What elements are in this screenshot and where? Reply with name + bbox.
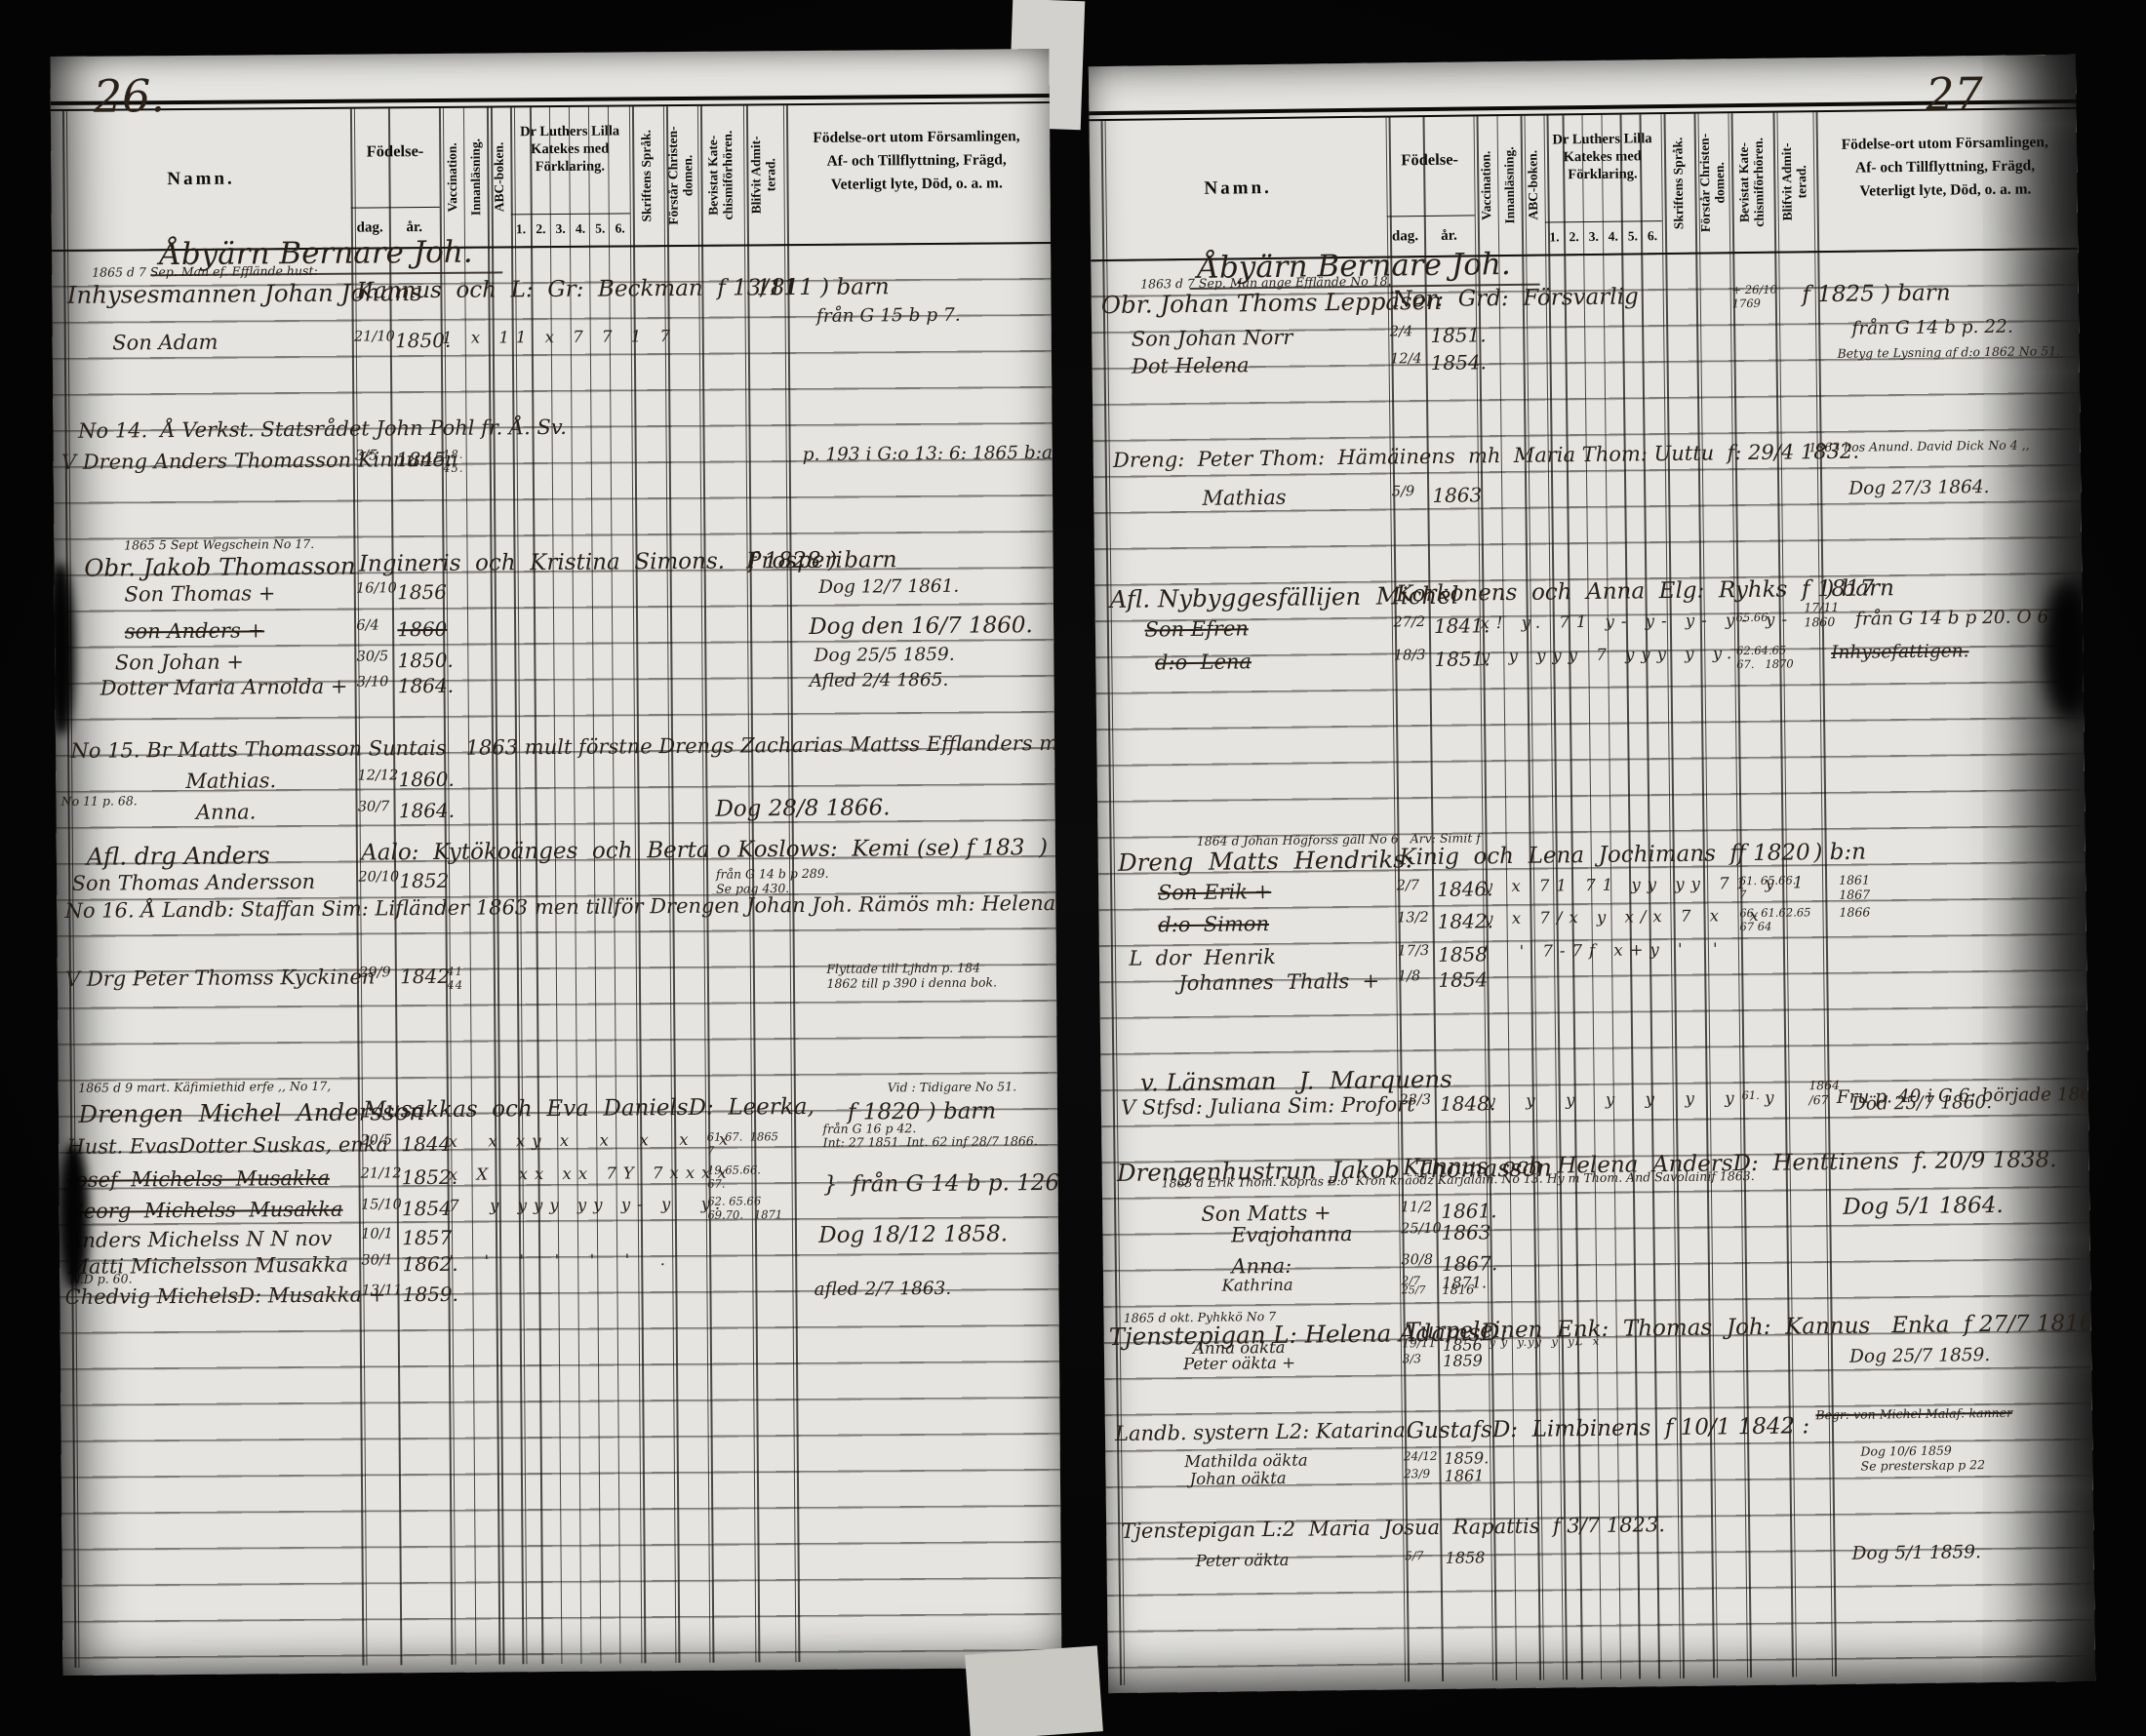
katekes-col-3: 3. <box>555 220 566 236</box>
fodelse-subheader: dag. år. <box>1386 215 1475 256</box>
column-forstar: Förstår Christen- domen. <box>663 106 698 245</box>
katekes-col-5: 5. <box>1627 228 1639 244</box>
column-bevistat: Bevistat Kate- chismiförhören. <box>1728 113 1774 253</box>
table-header: Namn. Födelse- dag. år. Vaccination. Inn… <box>50 103 1052 253</box>
column-katekes: Dr Luthers Lilla Katekes med Förklaring.… <box>1543 114 1663 255</box>
column-header-abc-boken: ABC-boken. <box>1525 149 1541 220</box>
column-skriftens-sprak: Skriftens Språk. <box>1660 114 1695 253</box>
page-number-right: 27 <box>1925 67 1984 121</box>
column-header-ar: år. <box>1441 227 1457 244</box>
column-header-vaccination: Vaccination. <box>1478 150 1494 220</box>
column-header-dag: dag. <box>356 218 383 236</box>
column-header-innanlasning: Innanläsning. <box>467 138 484 217</box>
column-header-skriftens-sprak: Skriftens Språk. <box>638 129 655 222</box>
column-header-bevistat: Bevistat Kate- chismiförhören. <box>1735 137 1767 227</box>
column-header-namn: Namn. <box>1204 177 1272 199</box>
page-right: 27 Namn. Födelse- dag. år. Vaccination. … <box>1088 54 2096 1694</box>
column-blifvit: Blifvit Admit- terad. <box>743 105 784 244</box>
column-innanlasning: Innanläsning. <box>1496 116 1522 255</box>
column-header-katekes: Dr Luthers Lilla Katekes med Förklaring. <box>519 123 620 176</box>
spine-paper-bottom <box>965 1645 1103 1736</box>
column-fodelse: Födelse- dag. år. <box>1385 116 1475 256</box>
column-forstar: Förstår Christen- domen. <box>1694 113 1729 252</box>
katekes-col-6: 6. <box>615 220 625 236</box>
katekes-col-6: 6. <box>1647 228 1658 244</box>
column-vaccination: Vaccination. <box>439 108 464 247</box>
column-namn: Namn. <box>1090 118 1387 260</box>
column-header-bevistat: Bevistat Kate- chismiförhören. <box>705 130 735 220</box>
column-header-katekes: Dr Luthers Lilla Katekes med Förklaring. <box>1552 131 1652 183</box>
column-fodelse: Födelse- dag. år. <box>350 108 441 248</box>
column-header-blifvit: Blifvit Admit- terad. <box>748 136 778 215</box>
katekes-subcolumns: 1. 2. 3. 4. 5. 6. <box>1544 220 1663 255</box>
column-header-abc-boken: ABC-boken. <box>491 141 507 213</box>
column-vaccination: Vaccination. <box>1473 116 1498 255</box>
column-header-blifvit: Blifvit Admit- terad. <box>1778 142 1809 221</box>
column-bevistat: Bevistat Kate- chismiförhören. <box>696 105 743 244</box>
column-header-fodelseort: Födelse-ort utom Församlingen, Af- och T… <box>813 128 1020 193</box>
column-skriftens-sprak: Skriftens Språk. <box>629 106 664 245</box>
table-header: Namn. Födelse- dag. år. Vaccination. Inn… <box>1089 108 2079 262</box>
katekes-col-4: 4. <box>575 220 586 236</box>
page-left: 26. Namn. Födelse- dag. år. Vaccination.… <box>50 49 1062 1676</box>
column-header-ar: år. <box>406 218 423 235</box>
column-fodelseort: Födelse-ort utom Församlingen, Af- och T… <box>1812 109 2078 251</box>
ink-blob <box>59 1143 90 1291</box>
fodelse-subheader: dag. år. <box>350 206 441 248</box>
column-header-fodelseort: Födelse-ort utom Församlingen, Af- och T… <box>1841 134 2048 200</box>
column-namn: Namn. <box>51 109 351 250</box>
column-header-skriftens-sprak: Skriftens Språk. <box>1670 137 1687 230</box>
column-header-vaccination: Vaccination. <box>444 142 459 213</box>
column-header-fodelse: Födelse- <box>366 141 424 161</box>
katekes-col-1: 1. <box>515 221 527 237</box>
column-fodelseort: Födelse-ort utom Församlingen, Af- och T… <box>782 103 1051 244</box>
column-header-forstar: Förstår Christen- domen. <box>665 126 695 225</box>
column-abc-boken: ABC-boken. <box>1521 116 1545 255</box>
column-katekes: Dr Luthers Lilla Katekes med Förklaring.… <box>510 106 630 247</box>
katekes-col-2: 2. <box>536 221 546 237</box>
column-header-namn: Namn. <box>167 168 235 190</box>
katekes-col-5: 5. <box>595 220 606 236</box>
column-abc-boken: ABC-boken. <box>487 107 511 246</box>
katekes-col-1: 1. <box>1549 229 1560 245</box>
katekes-col-2: 2. <box>1569 229 1579 245</box>
katekes-col-3: 3. <box>1588 228 1599 244</box>
katekes-subcolumns: 1. 2. 3. 4. 5. 6. <box>510 213 630 247</box>
column-header-innanlasning: Innanläsning. <box>1501 146 1518 224</box>
ink-blob <box>2043 580 2096 719</box>
page-number-left: 26. <box>93 69 166 123</box>
column-innanlasning: Innanläsning. <box>463 108 489 247</box>
column-header-forstar: Förstår Christen- domen. <box>1696 133 1728 233</box>
katekes-col-4: 4. <box>1608 228 1618 244</box>
column-header-fodelse: Födelse- <box>1401 149 1459 170</box>
column-blifvit: Blifvit Admit- terad. <box>1773 112 1814 251</box>
column-header-dag: dag. <box>1391 227 1419 244</box>
